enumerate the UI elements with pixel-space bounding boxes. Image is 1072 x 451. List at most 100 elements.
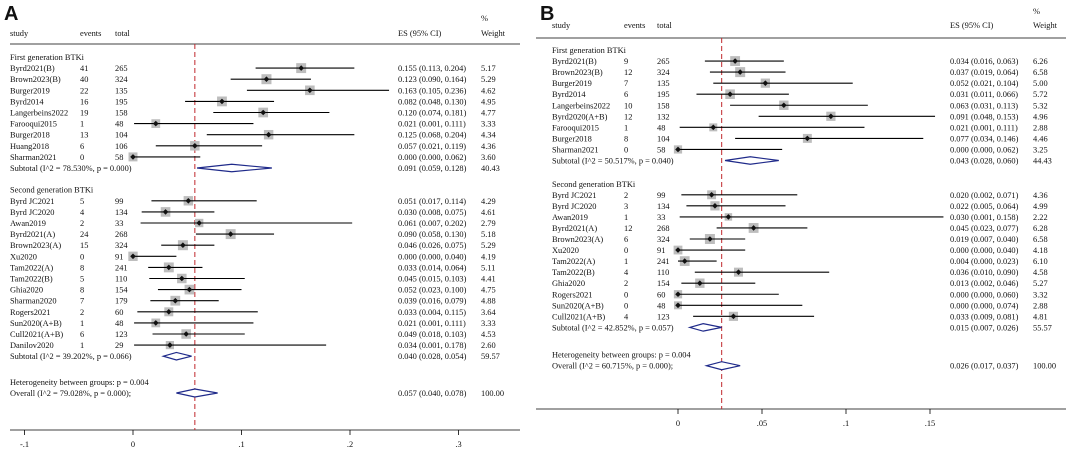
panel-b-g1-s1-point-estimate bbox=[712, 203, 718, 209]
panel-b-g1-subtotal-diamond bbox=[687, 323, 722, 332]
panel-a-x-tick-label-1: 0 bbox=[131, 440, 135, 449]
panel-b-g1-s9-weight: 3.32 bbox=[1033, 290, 1048, 299]
panel-b-g1-s6-study-label: Tam2022(A) bbox=[552, 257, 595, 266]
panel-a-g0-s0-ci-label: 0.155 (0.113, 0.204) bbox=[398, 64, 466, 73]
panel-b-g1-s5-weight: 4.18 bbox=[1033, 246, 1048, 255]
panel-b-g1-s4-total: 324 bbox=[657, 235, 670, 244]
panel-b-g1-s11-ci-label: 0.033 (0.009, 0.081) bbox=[950, 312, 1019, 321]
panel-a-overall-ci-label: 0.057 (0.040, 0.078) bbox=[398, 389, 467, 398]
panel-b-header-weight: Weight bbox=[1033, 21, 1058, 30]
panel-a-overall-weight: 100.00 bbox=[481, 389, 504, 398]
panel-a-g0-s2-ci-label: 0.163 (0.105, 0.236) bbox=[398, 86, 467, 95]
panel-b-g0-s0-study-label: Byrd2021(B) bbox=[552, 57, 597, 66]
panel-a-g1-s6-total: 241 bbox=[115, 263, 128, 272]
panel-a-header-study: study bbox=[10, 29, 29, 38]
panel-a-g0-s1-events: 40 bbox=[80, 75, 88, 84]
panel-a-g1-s1-point-estimate bbox=[162, 209, 169, 215]
panel-b-header-total: total bbox=[657, 21, 673, 30]
panel-a-g1-s9-total: 179 bbox=[115, 297, 128, 306]
panel-b-g0-s2-weight: 5.00 bbox=[1033, 79, 1048, 88]
panel-a-g0-s6-events: 13 bbox=[80, 131, 88, 140]
panel-b-g1-s2-point-estimate bbox=[725, 214, 732, 220]
panel-a-g1-s8-events: 8 bbox=[80, 286, 84, 295]
panel-a-g1-s3-point-estimate bbox=[227, 231, 234, 237]
panel-a-g1-s1-weight: 4.61 bbox=[481, 208, 496, 217]
panel-b-g1-subtotal-label: Subtotal (I^2 = 42.852%, p = 0.057) bbox=[552, 323, 674, 332]
panel-b-g1-s0-events: 2 bbox=[624, 191, 628, 200]
panel-a-g1-s6-events: 8 bbox=[80, 263, 84, 272]
panel-b-header-weight-pct: % bbox=[1033, 7, 1040, 16]
panel-b-g0-s1-events: 12 bbox=[624, 68, 632, 77]
panel-a-g0-s4-point-estimate bbox=[260, 109, 266, 116]
panel-b-g0-s6-weight: 2.88 bbox=[1033, 123, 1048, 132]
panel-b-g1-s0-study-label: Byrd JC2021 bbox=[552, 191, 596, 200]
panel-b-g1-s7-events: 4 bbox=[624, 268, 629, 277]
panel-b-g1-s8-events: 2 bbox=[624, 279, 628, 288]
panel-b-g0-s5-total: 132 bbox=[657, 112, 670, 121]
panel-a-header-es: ES (95% CI) bbox=[398, 29, 441, 38]
panel-a-g1-s4-weight: 5.29 bbox=[481, 241, 496, 250]
panel-a-g0-s7-weight: 4.36 bbox=[481, 142, 496, 151]
panel-a-g1-s12-ci-label: 0.049 (0.018, 0.103) bbox=[398, 330, 467, 339]
panel-a-g0-s2-weight: 4.62 bbox=[481, 86, 496, 95]
panel-b-g1-s3-point-estimate bbox=[750, 225, 757, 231]
panel-b-g1-subtotal-weight: 55.57 bbox=[1033, 323, 1052, 332]
panel-b-g0-s8-weight: 3.25 bbox=[1033, 145, 1048, 154]
panel-a-g1-s6-study-label: Tam2022(A) bbox=[10, 263, 53, 272]
panel-a-g0-s1-point-estimate bbox=[263, 76, 270, 82]
panel-b-g0-s1-weight: 6.58 bbox=[1033, 68, 1048, 77]
panel-a-g1-s2-weight: 2.79 bbox=[481, 219, 496, 228]
panel-b-g0-s8-ci-label: 0.000 (0.000, 0.062) bbox=[950, 145, 1019, 154]
panel-a-g1-s8-total: 154 bbox=[115, 286, 128, 295]
panel-b-g1-s1-study-label: Byrd JC2020 bbox=[552, 202, 596, 211]
panel-b-g1-s3-weight: 6.28 bbox=[1033, 224, 1048, 233]
panel-b-g1-s7-study-label: Tam2022(B) bbox=[552, 268, 595, 277]
panel-a-g1-s11-study-label: Sun2020(A+B) bbox=[10, 319, 62, 328]
panel-b-g1-s8-total: 154 bbox=[657, 279, 670, 288]
panel-a-g1-s3-events: 24 bbox=[80, 230, 89, 239]
panel-a-g0-s4-study-label: Langerbeins2022 bbox=[10, 109, 68, 118]
panel-b-g0-s7-point-estimate bbox=[804, 135, 811, 142]
panel-b-g0-s7-events: 8 bbox=[624, 134, 628, 143]
panel-b-g0-s4-point-estimate bbox=[781, 102, 787, 109]
panel-a-g1-s4-study-label: Brown2023(A) bbox=[10, 241, 61, 250]
panel-a-g1-s11-events: 1 bbox=[80, 319, 84, 328]
panel-b-g1-s7-point-estimate bbox=[735, 269, 742, 275]
panel-a-g1-s3-weight: 5.18 bbox=[481, 230, 496, 239]
panel-a-g1-subtotal-label: Subtotal (I^2 = 39.202%, p = 0.066) bbox=[10, 352, 132, 361]
panel-a-g1-s0-weight: 4.29 bbox=[481, 197, 496, 206]
panel-b-g1-s5-study-label: Xu2020 bbox=[552, 246, 579, 255]
panel-a-g1-s12-total: 123 bbox=[115, 330, 128, 339]
panel-b-g0-s0-total: 265 bbox=[657, 57, 670, 66]
panel-b-x-tick-label-0: 0 bbox=[676, 419, 680, 428]
panel-b-overall-weight: 100.00 bbox=[1033, 362, 1056, 371]
panel-b-panel-letter: B bbox=[540, 3, 554, 25]
panel-a-g0-s8-ci-label: 0.000 (0.000, 0.062) bbox=[398, 153, 467, 162]
panel-b-g1-s5-total: 91 bbox=[657, 246, 665, 255]
panel-a-g1-s12-weight: 4.53 bbox=[481, 330, 496, 339]
panel-a-g1-s6-point-estimate bbox=[166, 264, 172, 271]
panel-a-g1-s9-weight: 4.88 bbox=[481, 297, 496, 306]
panel-a-g1-s7-total: 110 bbox=[115, 275, 127, 284]
panel-a-g1-s13-total: 29 bbox=[115, 341, 123, 350]
panel-b-overall-label: Overall (I^2 = 60.715%, p = 0.000); bbox=[552, 362, 673, 371]
panel-a-g0-s6-total: 104 bbox=[115, 131, 128, 140]
panel-b-g0-s0-point-estimate bbox=[732, 58, 738, 64]
panel-a-g1-s12-events: 6 bbox=[80, 330, 84, 339]
panel-a-g1-subtotal-ci-label: 0.040 (0.028, 0.054) bbox=[398, 352, 467, 361]
panel-a-g1-s8-study-label: Ghia2020 bbox=[10, 286, 43, 295]
panel-a-g1-s3-study-label: Byrd2021(A) bbox=[10, 230, 55, 239]
panel-a-x-tick-label-0: -.1 bbox=[20, 440, 29, 449]
panel-b-g0-s0-ci-label: 0.034 (0.016, 0.063) bbox=[950, 57, 1019, 66]
panel-b-g1-s1-total: 134 bbox=[657, 202, 670, 211]
panel-b-g0-s3-study-label: Byrd2014 bbox=[552, 90, 586, 99]
panel-a-g0-s8-study-label: Sharman2021 bbox=[10, 153, 57, 162]
panel-b-g0-s7-study-label: Burger2018 bbox=[552, 134, 592, 143]
panel-a-g1-s3-ci-label: 0.090 (0.058, 0.130) bbox=[398, 230, 467, 239]
panel-a-header-total: total bbox=[115, 29, 131, 38]
panel-b-g1-s0-total: 99 bbox=[657, 191, 665, 200]
panel-a-g1-s4-total: 324 bbox=[115, 241, 128, 250]
panel-b-g0-s0-weight: 6.26 bbox=[1033, 57, 1048, 66]
panel-b-g0-s4-study-label: Langerbeins2022 bbox=[552, 101, 610, 110]
panel-a-g1-s8-ci-label: 0.052 (0.023, 0.100) bbox=[398, 286, 467, 295]
